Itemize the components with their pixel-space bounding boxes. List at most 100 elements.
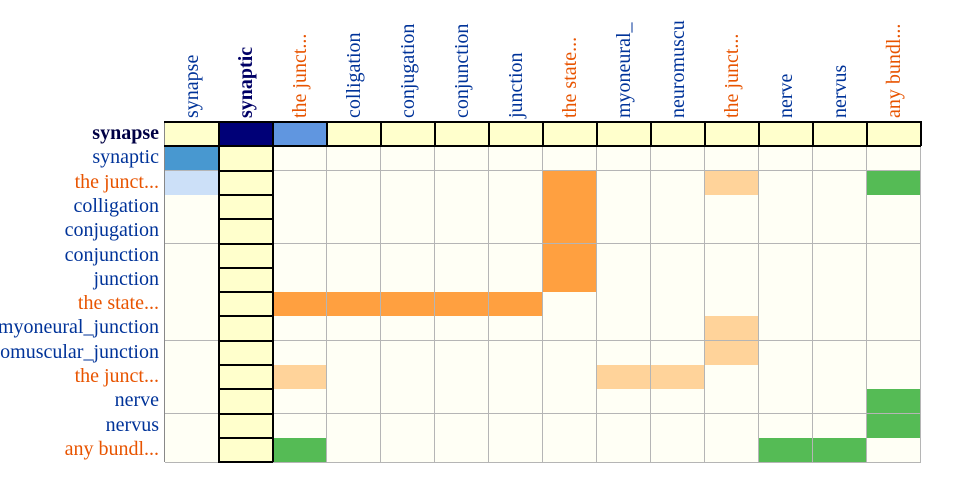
matrix-cell[interactable] — [543, 292, 597, 318]
matrix-cell[interactable] — [867, 122, 921, 147]
matrix-cell[interactable] — [867, 194, 921, 220]
matrix-cell[interactable] — [597, 170, 651, 196]
matrix-cell[interactable] — [219, 122, 273, 147]
matrix-cell[interactable] — [597, 316, 651, 342]
matrix-cell[interactable] — [759, 316, 813, 342]
matrix-cell[interactable] — [759, 194, 813, 220]
matrix-cell[interactable] — [489, 170, 543, 196]
matrix-cell[interactable] — [813, 389, 867, 415]
matrix-cell[interactable] — [327, 340, 381, 366]
matrix-cell[interactable] — [543, 170, 597, 196]
matrix-cell[interactable] — [489, 219, 543, 245]
matrix-cell[interactable] — [597, 122, 651, 147]
matrix-cell[interactable] — [651, 219, 705, 245]
matrix-cell[interactable] — [273, 146, 327, 172]
matrix-cell[interactable] — [651, 389, 705, 415]
matrix-cell[interactable] — [165, 146, 219, 172]
matrix-cell[interactable] — [165, 267, 219, 293]
matrix-cell[interactable] — [165, 292, 219, 318]
matrix-cell[interactable] — [219, 170, 273, 196]
matrix-cell[interactable] — [489, 365, 543, 390]
matrix-cell[interactable] — [759, 122, 813, 147]
matrix-cell[interactable] — [705, 389, 759, 415]
matrix-cell[interactable] — [381, 389, 435, 415]
matrix-cell[interactable] — [543, 122, 597, 147]
matrix-cell[interactable] — [597, 267, 651, 293]
matrix-cell[interactable] — [273, 437, 327, 463]
matrix-cell[interactable] — [813, 122, 867, 147]
matrix-cell[interactable] — [435, 267, 489, 293]
matrix-cell[interactable] — [165, 413, 219, 439]
matrix-cell[interactable] — [381, 316, 435, 342]
matrix-cell[interactable] — [759, 267, 813, 293]
matrix-cell[interactable] — [435, 219, 489, 245]
matrix-cell[interactable] — [435, 170, 489, 196]
matrix-cell[interactable] — [489, 316, 543, 342]
matrix-cell[interactable] — [759, 219, 813, 245]
matrix-cell[interactable] — [705, 122, 759, 147]
matrix-cell[interactable] — [759, 146, 813, 172]
matrix-cell[interactable] — [219, 219, 273, 245]
matrix-cell[interactable] — [165, 340, 219, 366]
matrix-cell[interactable] — [327, 389, 381, 415]
matrix-cell[interactable] — [165, 122, 219, 147]
matrix-cell[interactable] — [543, 365, 597, 390]
matrix-cell[interactable] — [705, 194, 759, 220]
matrix-cell[interactable] — [435, 316, 489, 342]
matrix-cell[interactable] — [867, 243, 921, 269]
matrix-cell[interactable] — [597, 146, 651, 172]
matrix-cell[interactable] — [543, 316, 597, 342]
matrix-cell[interactable] — [327, 146, 381, 172]
matrix-cell[interactable] — [543, 219, 597, 245]
matrix-cell[interactable] — [867, 340, 921, 366]
matrix-cell[interactable] — [597, 219, 651, 245]
matrix-cell[interactable] — [381, 365, 435, 390]
matrix-cell[interactable] — [867, 365, 921, 390]
matrix-cell[interactable] — [543, 413, 597, 439]
matrix-cell[interactable] — [219, 437, 273, 463]
matrix-cell[interactable] — [543, 389, 597, 415]
matrix-cell[interactable] — [597, 194, 651, 220]
matrix-cell[interactable] — [381, 122, 435, 147]
matrix-cell[interactable] — [759, 437, 813, 463]
matrix-cell[interactable] — [543, 267, 597, 293]
matrix-cell[interactable] — [219, 267, 273, 293]
matrix-cell[interactable] — [651, 194, 705, 220]
matrix-cell[interactable] — [435, 292, 489, 318]
matrix-cell[interactable] — [651, 122, 705, 147]
matrix-cell[interactable] — [489, 243, 543, 269]
matrix-cell[interactable] — [273, 365, 327, 390]
matrix-cell[interactable] — [651, 170, 705, 196]
matrix-cell[interactable] — [597, 292, 651, 318]
matrix-cell[interactable] — [813, 316, 867, 342]
matrix-cell[interactable] — [381, 219, 435, 245]
matrix-cell[interactable] — [867, 219, 921, 245]
matrix-cell[interactable] — [327, 316, 381, 342]
matrix-cell[interactable] — [705, 243, 759, 269]
matrix-cell[interactable] — [273, 194, 327, 220]
matrix-cell[interactable] — [543, 437, 597, 463]
matrix-cell[interactable] — [597, 340, 651, 366]
matrix-cell[interactable] — [705, 267, 759, 293]
matrix-cell[interactable] — [759, 292, 813, 318]
matrix-cell[interactable] — [705, 340, 759, 366]
matrix-cell[interactable] — [651, 413, 705, 439]
matrix-cell[interactable] — [867, 437, 921, 463]
matrix-cell[interactable] — [759, 170, 813, 196]
matrix-cell[interactable] — [543, 340, 597, 366]
matrix-cell[interactable] — [381, 243, 435, 269]
matrix-cell[interactable] — [597, 437, 651, 463]
matrix-cell[interactable] — [435, 365, 489, 390]
matrix-cell[interactable] — [435, 243, 489, 269]
matrix-cell[interactable] — [813, 146, 867, 172]
matrix-cell[interactable] — [327, 413, 381, 439]
matrix-cell[interactable] — [867, 413, 921, 439]
matrix-cell[interactable] — [813, 413, 867, 439]
matrix-cell[interactable] — [219, 292, 273, 318]
matrix-cell[interactable] — [597, 413, 651, 439]
matrix-cell[interactable] — [651, 292, 705, 318]
matrix-cell[interactable] — [705, 437, 759, 463]
matrix-cell[interactable] — [651, 365, 705, 390]
matrix-cell[interactable] — [489, 413, 543, 439]
matrix-cell[interactable] — [219, 340, 273, 366]
